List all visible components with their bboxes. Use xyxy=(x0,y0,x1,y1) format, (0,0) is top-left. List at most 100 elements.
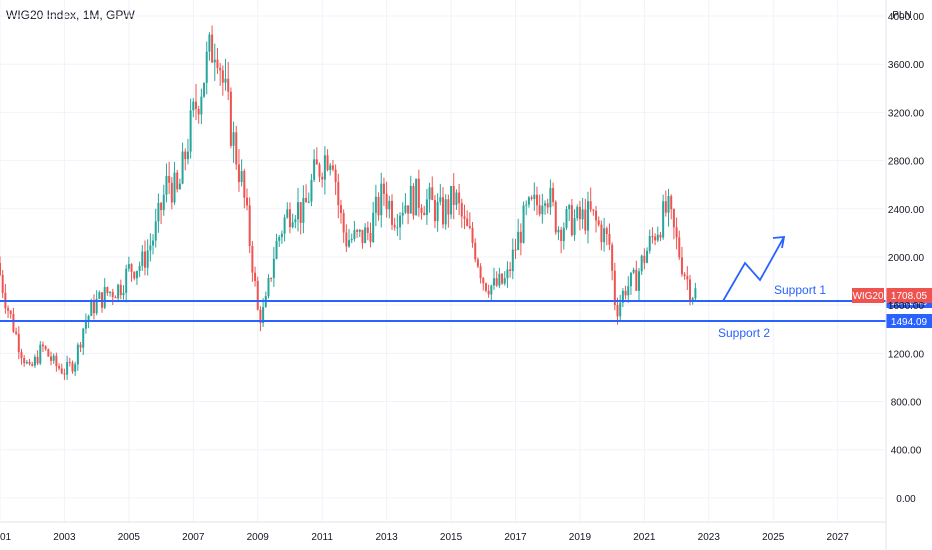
candle-body xyxy=(9,310,12,315)
candle-body xyxy=(573,218,576,236)
candle-body xyxy=(55,355,58,367)
candle-body xyxy=(66,362,69,375)
candle-body xyxy=(374,196,377,213)
y-tick-label: 4000.00 xyxy=(888,12,925,23)
series-badge xyxy=(852,288,884,303)
candle-body xyxy=(670,196,673,210)
candle-body xyxy=(396,227,399,229)
candle-body xyxy=(412,186,415,216)
candle-body xyxy=(503,278,506,284)
candle-body xyxy=(474,242,477,260)
candle-body xyxy=(544,203,547,206)
candle-body xyxy=(455,192,458,205)
candle-body xyxy=(133,271,136,279)
x-tick-label: 2005 xyxy=(118,532,141,543)
candle-body xyxy=(608,233,611,245)
candles xyxy=(0,25,697,380)
candle-body xyxy=(541,205,544,215)
candle-body xyxy=(329,165,332,171)
grid xyxy=(0,0,884,522)
candle-body xyxy=(554,201,557,233)
candle-body xyxy=(404,205,407,213)
candle-body xyxy=(173,172,176,203)
candle-body xyxy=(533,194,536,199)
x-tick-label: 2003 xyxy=(53,532,76,543)
candle-body xyxy=(211,34,214,63)
arrow-head xyxy=(772,235,786,249)
x-tick-label: 2015 xyxy=(440,532,463,543)
candle-body xyxy=(672,209,675,228)
candle-body xyxy=(632,269,635,273)
candle-body xyxy=(31,364,34,366)
candle-body xyxy=(385,193,388,210)
candle-body xyxy=(662,201,665,238)
candle-body xyxy=(586,201,589,231)
candle-body xyxy=(205,51,208,83)
support-price-label: 1494.09 xyxy=(891,317,928,328)
candle-body xyxy=(98,292,101,299)
candle-body xyxy=(92,301,95,314)
candle-body xyxy=(256,280,259,310)
candle-body xyxy=(138,265,141,271)
candle-body xyxy=(358,229,361,232)
candle-body xyxy=(380,183,383,216)
candle-body xyxy=(90,301,93,316)
candle-body xyxy=(388,200,391,210)
candle-body xyxy=(401,212,404,216)
candle-body xyxy=(689,279,692,300)
candle-body xyxy=(176,172,179,190)
candle-body xyxy=(114,297,117,299)
candle-body xyxy=(47,349,50,357)
candle-body xyxy=(482,278,485,284)
candle-body xyxy=(530,197,533,199)
candle-body xyxy=(484,283,487,291)
candle-body xyxy=(603,228,606,243)
candle-body xyxy=(581,209,584,220)
candle-body xyxy=(52,355,55,361)
candle-body xyxy=(326,155,329,171)
candle-body xyxy=(221,70,224,83)
candle-body xyxy=(208,34,211,52)
y-tick-label: 2800.00 xyxy=(888,157,925,168)
candle-body xyxy=(611,244,614,271)
candle-body xyxy=(200,96,203,115)
candle-body xyxy=(659,234,662,238)
candle-body xyxy=(463,216,466,219)
candle-body xyxy=(224,78,227,83)
candle-body xyxy=(407,205,410,214)
candle-body xyxy=(0,262,1,275)
candle-body xyxy=(286,209,289,218)
candle-body xyxy=(613,270,616,306)
candle-body xyxy=(267,277,270,297)
candle-body xyxy=(84,321,87,329)
candle-body xyxy=(342,213,345,233)
candle-body xyxy=(436,201,439,222)
candle-body xyxy=(592,209,595,211)
candle-body xyxy=(495,278,498,286)
candle-body xyxy=(635,269,638,291)
candle-body xyxy=(197,108,200,115)
candle-body xyxy=(291,222,294,228)
candle-body xyxy=(646,250,649,263)
candle-body xyxy=(17,333,20,353)
candle-body xyxy=(350,239,353,241)
x-tick-label: 2025 xyxy=(762,532,785,543)
candle-body xyxy=(25,361,28,364)
candle-body xyxy=(361,229,364,244)
candle-body xyxy=(299,202,302,223)
candle-body xyxy=(288,209,291,228)
candle-body xyxy=(331,165,334,170)
candle-body xyxy=(576,206,579,219)
candle-body xyxy=(562,227,565,242)
candle-body xyxy=(511,249,514,272)
candle-body xyxy=(7,308,10,311)
candle-body xyxy=(382,183,385,194)
candle-body xyxy=(143,251,146,268)
candle-body xyxy=(111,291,114,298)
candle-body xyxy=(192,101,195,111)
candle-body xyxy=(337,182,340,206)
candle-body xyxy=(76,344,79,365)
